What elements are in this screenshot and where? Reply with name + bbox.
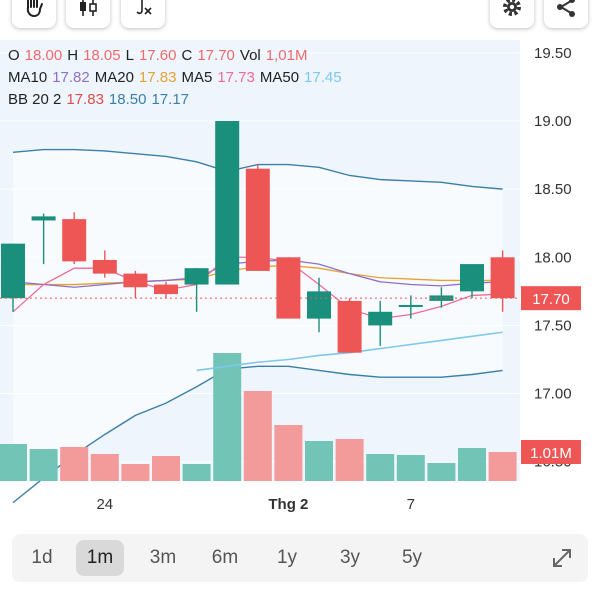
share-button[interactable]: [544, 0, 588, 28]
timeframe-1y[interactable]: 1y: [276, 547, 298, 568]
ma-legend: MA10 17.82 MA20 17.83 MA5 17.73 MA50 17.45: [8, 69, 347, 86]
legend-value: 17.45: [304, 69, 342, 86]
volume-bar: [29, 449, 58, 481]
volume-bar: [458, 448, 486, 481]
timeframe-1m[interactable]: 1m: [76, 540, 124, 576]
gear-icon: [503, 0, 521, 16]
candle-body: [184, 268, 209, 285]
ohlc-legend: O 18.00 H 18.05 L 17.60 C 17.70 Vol 1,01M: [8, 47, 312, 64]
candle-body: [368, 311, 393, 326]
legend-label: BB 20 2: [8, 91, 62, 108]
expand-icon[interactable]: [548, 544, 576, 572]
volume-bar: [213, 353, 242, 481]
candle-body: [154, 284, 178, 295]
y-tick-label: 17.00: [534, 386, 572, 403]
legend-label: C: [181, 47, 193, 64]
timeframe-6m[interactable]: 6m: [211, 547, 239, 568]
volume-bar: [121, 464, 150, 481]
legend-value: 17.70: [197, 47, 235, 64]
current-volume-tag: [521, 440, 581, 464]
legend-value: 17.17: [151, 91, 190, 108]
bollinger-legend: BB 20 2 17.83 18.50 17.17: [8, 91, 194, 108]
bollinger-lower-line: [12, 365, 503, 504]
legend-label: O: [8, 47, 20, 64]
pan-tool-button[interactable]: [12, 0, 56, 28]
current-price-tag: [521, 286, 581, 311]
y-tick-label: 18.00: [534, 249, 572, 266]
chart-type-button[interactable]: [66, 0, 110, 28]
volume-bar: [335, 439, 364, 481]
timeframe-3y[interactable]: 3y: [339, 547, 361, 568]
volume-bar: [182, 464, 211, 481]
timeframe-3m[interactable]: 3m: [149, 547, 177, 568]
legend-value: 18.05: [83, 47, 121, 64]
legend-label: MA5: [181, 69, 213, 86]
candle-body: [245, 168, 270, 271]
legend-value: 1,01M: [265, 47, 308, 64]
legend-value: 18.50: [108, 91, 147, 108]
legend-label: H: [67, 47, 79, 64]
legend-value: 17.83: [66, 91, 104, 108]
candle-body: [337, 300, 362, 353]
current-price-label: 17.70: [532, 291, 570, 308]
legend-label: MA10: [8, 69, 48, 86]
candle-body: [1, 243, 25, 299]
current-volume-label: 1.01M: [530, 445, 572, 462]
candle-body: [460, 264, 484, 292]
legend-value: 17.82: [52, 69, 90, 86]
x-tick-label: 7: [407, 496, 415, 513]
y-tick-label: 19.00: [534, 113, 572, 130]
legend-value: 18.00: [24, 47, 63, 64]
volume-bar: [243, 391, 272, 481]
timeframe-bar: 1d 1m 3m 6m 1y 3y 5y: [12, 534, 588, 582]
share-icon: [557, 0, 575, 17]
volume-bar: [90, 454, 119, 481]
candle-body: [62, 219, 87, 262]
legend-label: L: [125, 47, 134, 64]
y-tick-label: 17.50: [534, 317, 572, 334]
bollinger-fill: [13, 149, 503, 503]
volume-bar: [366, 454, 395, 481]
volume-bar: [274, 425, 303, 481]
volume-bar: [152, 456, 180, 481]
x-tick-label: Thg 2: [268, 496, 308, 513]
candle-body: [307, 291, 331, 319]
candle-body: [490, 257, 515, 299]
legend-label: Vol: [239, 47, 261, 64]
candle-body: [398, 304, 423, 307]
candlestick-icon: [80, 0, 97, 16]
y-tick-label: 19.50: [534, 45, 572, 62]
price-chart[interactable]: 19.5019.0018.5018.0017.5017.0016.5024Thg…: [0, 0, 600, 520]
settings-button[interactable]: [490, 0, 534, 28]
hand-pan-icon: [26, 0, 43, 18]
legend-label: MA50: [259, 69, 300, 86]
x-tick-label: 24: [96, 496, 113, 513]
candle-body: [215, 120, 240, 285]
legend-value: 17.83: [138, 69, 177, 86]
candle-body: [276, 257, 301, 319]
candle-body: [31, 216, 56, 221]
candle-body: [92, 260, 117, 274]
legend-value: 17.60: [138, 47, 177, 64]
volume-bar: [305, 441, 333, 481]
legend-label: MA20: [94, 69, 134, 86]
function-icon: [136, 0, 152, 15]
legend-value: 17.73: [217, 69, 255, 86]
indicators-button[interactable]: [121, 0, 165, 28]
volume-bar: [396, 455, 425, 481]
timeframe-1d[interactable]: 1d: [31, 547, 53, 568]
timeframe-5y[interactable]: 5y: [401, 547, 423, 568]
y-tick-label: 18.50: [534, 181, 572, 198]
volume-bar: [0, 444, 27, 481]
candle-body: [123, 273, 148, 288]
volume-bar: [488, 452, 517, 481]
volume-bar: [427, 463, 456, 481]
volume-bar: [60, 447, 89, 481]
